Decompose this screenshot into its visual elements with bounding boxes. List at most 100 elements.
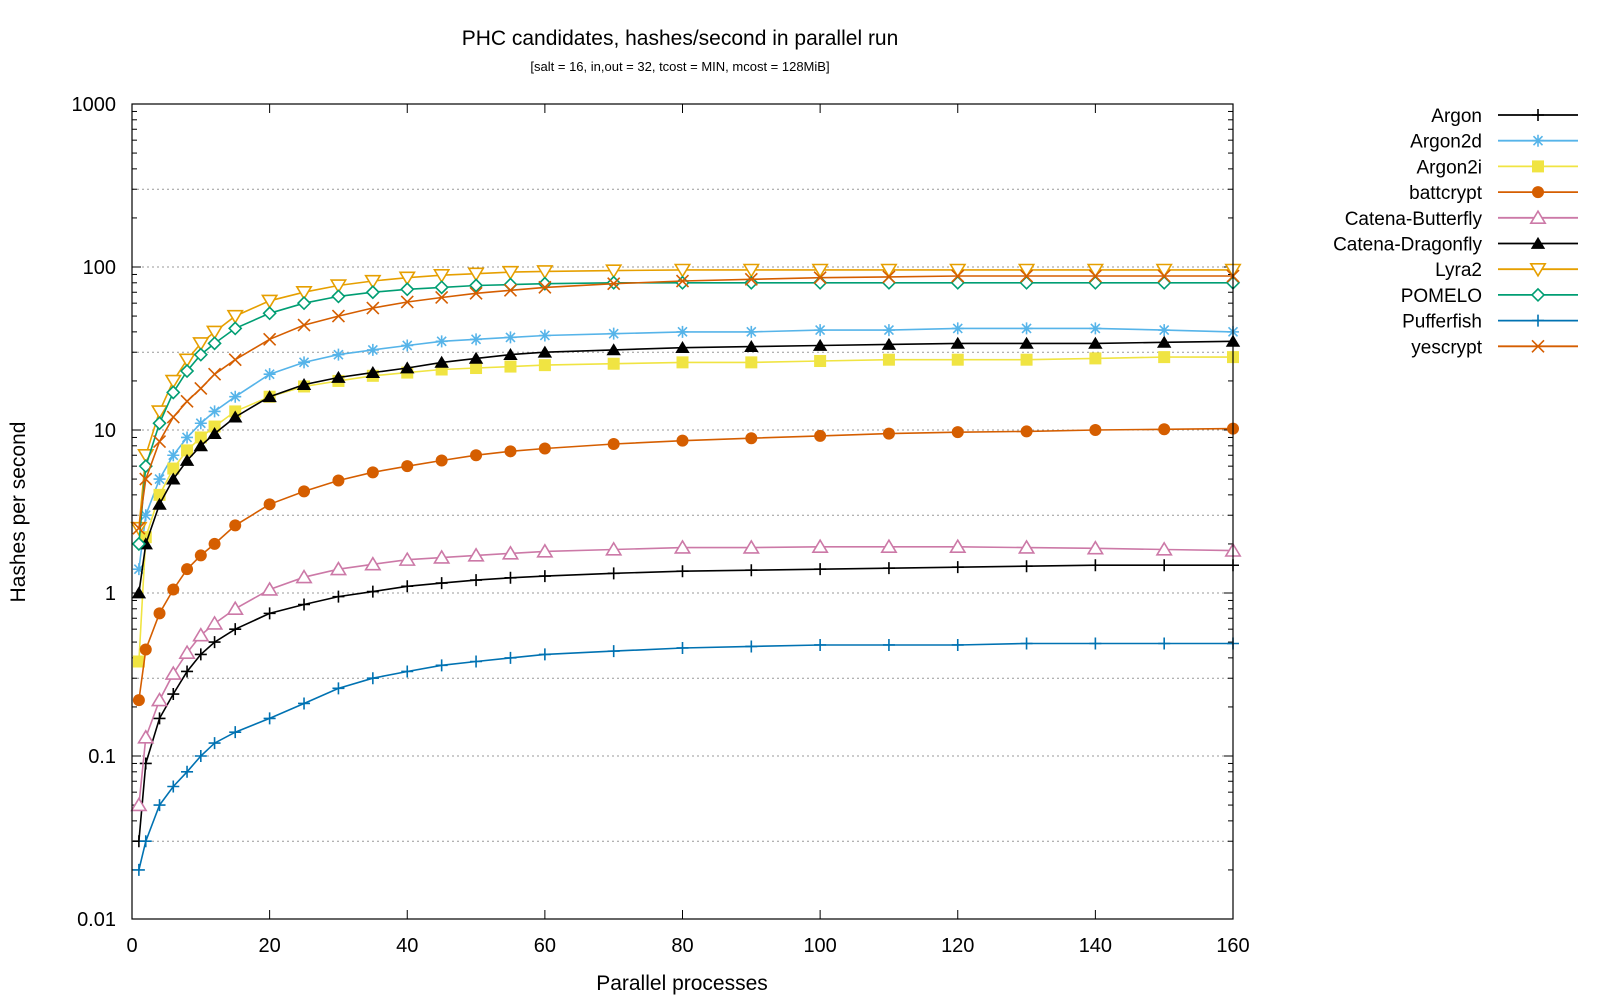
data-point-argon — [538, 570, 551, 583]
data-point-argon2d — [676, 325, 689, 338]
data-point-argon2d — [814, 324, 827, 337]
data-point-catena-butterfly — [433, 549, 451, 564]
data-point-lyra2 — [742, 263, 760, 279]
data-point-catena-dragonfly — [152, 497, 167, 510]
data-point-catena-dragonfly — [675, 341, 690, 354]
data-point-yescrypt — [263, 332, 277, 346]
legend-label: Argon2d — [1410, 132, 1482, 153]
data-point-pufferfish — [1020, 637, 1033, 650]
data-point-argon2d — [1089, 322, 1102, 335]
data-point-pomelo — [179, 363, 195, 379]
data-point-catena-dragonfly — [193, 439, 209, 452]
data-point-lyra2 — [501, 265, 520, 281]
data-point-pufferfish — [153, 799, 166, 812]
data-point-pomelo — [503, 277, 518, 292]
x-tick-label: 80 — [671, 935, 693, 957]
data-point-catena-dragonfly — [744, 339, 759, 352]
data-point-argon2d — [504, 331, 517, 344]
data-point-catena-butterfly — [364, 556, 382, 571]
series-yescrypt — [132, 269, 1240, 535]
series-line-catena-butterfly — [138, 545, 1234, 806]
data-point-yescrypt — [1088, 269, 1102, 283]
data-point-argon2d — [181, 431, 194, 444]
data-point-pufferfish — [132, 863, 145, 876]
data-point-argon2i — [167, 462, 180, 475]
data-point-catena-dragonfly — [331, 370, 346, 383]
data-point-lyra2 — [1155, 263, 1173, 279]
data-point-argon2d — [470, 333, 483, 346]
data-point-pomelo — [207, 336, 222, 351]
data-point-argon — [1089, 559, 1102, 572]
data-point-argon — [181, 665, 194, 678]
data-point-battcrypt — [1089, 424, 1102, 436]
data-point-catena-dragonfly — [228, 410, 243, 423]
chart-subtitle: [salt = 16, in,out = 32, tcost = MIN, mc… — [530, 59, 829, 74]
series-line-catena-dragonfly — [138, 340, 1234, 594]
data-point-argon2d — [882, 324, 895, 337]
data-point-catena-butterfly — [130, 796, 148, 812]
legend-marker — [1532, 186, 1544, 199]
data-point-catena-butterfly — [1017, 539, 1036, 554]
data-point-pufferfish — [167, 780, 180, 793]
data-point-argon — [470, 574, 483, 587]
data-point-battcrypt — [208, 537, 221, 550]
data-point-catena-butterfly — [178, 644, 196, 659]
data-point-argon — [676, 565, 689, 578]
data-point-argon2d — [132, 563, 145, 576]
legend-marker — [1532, 314, 1544, 327]
data-point-battcrypt — [435, 454, 448, 467]
data-point-pomelo — [331, 289, 346, 304]
data-point-catena-dragonfly — [881, 337, 897, 350]
data-point-lyra2 — [1086, 263, 1104, 279]
data-point-catena-butterfly — [605, 541, 623, 556]
data-point-catena-dragonfly — [179, 453, 195, 466]
data-point-pomelo — [468, 278, 484, 293]
x-tick-label: 100 — [803, 935, 836, 957]
series-argon — [132, 559, 1239, 848]
data-point-yescrypt — [435, 290, 449, 305]
data-point-catena-butterfly — [880, 538, 898, 554]
legend-marker — [1529, 263, 1547, 278]
data-point-argon — [167, 688, 180, 701]
data-point-battcrypt — [1158, 423, 1171, 436]
data-point-lyra2 — [205, 325, 224, 341]
data-point-argon2d — [263, 368, 276, 381]
data-point-battcrypt — [167, 583, 180, 596]
data-point-pomelo — [434, 280, 449, 295]
legend-marker — [1530, 287, 1546, 303]
data-point-yescrypt — [152, 434, 167, 449]
data-point-pomelo — [228, 321, 243, 336]
series-line-battcrypt — [138, 427, 1234, 701]
series-catena-butterfly — [130, 538, 1242, 812]
data-point-pomelo — [881, 275, 897, 290]
data-point-lyra2 — [192, 337, 210, 352]
data-point-argon2i — [676, 356, 689, 369]
series-line-argon2i — [138, 356, 1233, 662]
data-point-battcrypt — [132, 694, 145, 707]
data-point-pufferfish — [745, 640, 758, 653]
data-point-argon2i — [194, 431, 207, 444]
data-point-argon — [607, 567, 620, 580]
data-point-catena-butterfly — [949, 538, 967, 554]
data-point-argon2d — [401, 339, 414, 352]
data-point-catena-butterfly — [467, 547, 485, 562]
data-point-catena-butterfly — [226, 600, 244, 615]
legend-marker — [1532, 134, 1544, 147]
data-point-lyra2 — [673, 263, 692, 279]
data-point-argon — [194, 648, 207, 661]
data-point-argon — [208, 636, 221, 649]
data-point-battcrypt — [607, 438, 620, 451]
data-point-argon2i — [1158, 351, 1171, 364]
data-point-argon — [745, 564, 758, 577]
data-point-argon — [401, 580, 414, 593]
data-point-pufferfish — [814, 638, 827, 651]
data-point-battcrypt — [951, 426, 964, 439]
data-point-catena-butterfly — [742, 539, 760, 554]
data-point-pufferfish — [1089, 637, 1102, 650]
data-point-catena-butterfly — [261, 581, 279, 596]
legend-item-catena-butterfly: Catena-Butterfly — [1345, 209, 1578, 230]
x-tick-label: 160 — [1216, 935, 1249, 957]
data-point-argon2d — [208, 405, 221, 418]
data-point-yescrypt — [297, 318, 311, 332]
legend-item-pufferfish: Pufferfish — [1402, 312, 1578, 333]
